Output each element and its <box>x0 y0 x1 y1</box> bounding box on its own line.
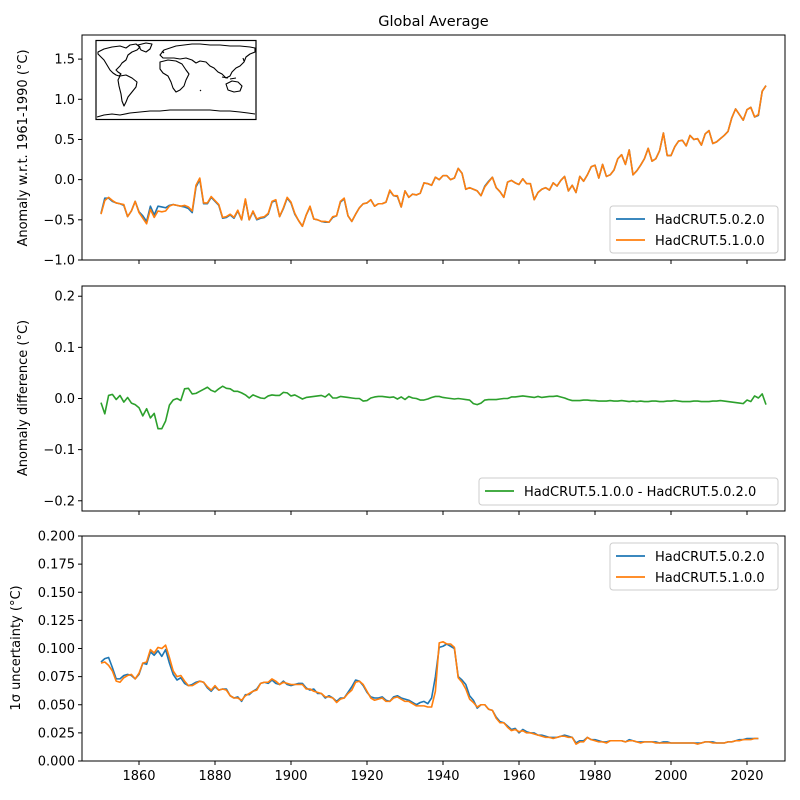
legend-label: HadCRUT.5.1.0.0 <box>655 571 765 586</box>
x-tick-label: 2020 <box>730 769 763 784</box>
panel-uncertainty: 1σ uncertainty (°C) 0.000 0.025 0.050 0.075… <box>9 530 786 785</box>
chart-title: Global Average <box>378 14 488 30</box>
x-tick-label: 2000 <box>654 769 687 784</box>
axes-frame <box>81 535 786 762</box>
x-tick-label: 1980 <box>578 769 611 784</box>
x-tick-label: 1900 <box>274 769 307 784</box>
legend: HadCRUT.5.1.0.0 - HadCRUT.5.0.2.0 <box>478 477 779 506</box>
panel-global-anomaly: Global Average Anomaly w.r.t. 1961-1990 … <box>16 14 786 269</box>
x-tick-label: 1940 <box>426 769 459 784</box>
legend-label: HadCRUT.5.1.0.0 - HadCRUT.5.0.2.0 <box>524 485 756 500</box>
series-layer <box>100 85 767 228</box>
x-tick-label: 1880 <box>198 769 231 784</box>
map-frame <box>95 39 257 121</box>
x-tick-label: 1920 <box>350 769 383 784</box>
legend: HadCRUT.5.0.2.0 HadCRUT.5.1.0.0 <box>609 542 779 591</box>
y-tick-label: 0.000 <box>38 755 75 770</box>
x-tick-label: 1960 <box>502 769 535 784</box>
legend-box <box>609 542 779 591</box>
coastline-icon <box>96 42 256 118</box>
y-tick-label: 0.0 <box>54 173 75 188</box>
y-tick-label: 0.075 <box>38 670 75 685</box>
world-map-inset <box>95 39 257 121</box>
y-tick-label: 0.5 <box>54 133 75 148</box>
y-tick-label: −1.0 <box>43 254 75 269</box>
y-tick-label: −0.1 <box>43 443 75 458</box>
y-tick-label: 0.100 <box>38 642 75 657</box>
x-tick-label: 1860 <box>122 769 155 784</box>
ticks-layer: 0.000 0.025 0.050 0.075 0.100 0.125 0.150 0.175… <box>38 530 764 785</box>
legend-box <box>609 205 779 254</box>
y-tick-label: 1.0 <box>54 93 75 108</box>
legend-label: HadCRUT.5.0.2.0 <box>655 213 765 228</box>
y-tick-label: −0.5 <box>43 213 75 228</box>
ticks-layer: −0.2 −0.1 0.0 0.1 0.2 <box>43 290 748 515</box>
y-tick-label: 0.200 <box>38 530 75 545</box>
series-line-hadcrut-5-1-0-0 <box>100 640 759 745</box>
series-line-hadcrut-5-1-0-0-hadcrut-5-0-2-0 <box>100 385 767 430</box>
y-tick-label: 0.125 <box>38 614 75 629</box>
y-tick-label: 0.175 <box>38 558 75 573</box>
legend: HadCRUT.5.0.2.0 HadCRUT.5.1.0.0 <box>609 205 779 254</box>
y-tick-label: −0.2 <box>43 494 75 509</box>
axes-frame <box>81 34 786 261</box>
y-axis-label: Anomaly difference (°C) <box>16 320 31 476</box>
y-tick-label: 0.1 <box>54 341 75 356</box>
axes-frame <box>81 285 786 512</box>
y-tick-label: 0.150 <box>38 586 75 601</box>
y-tick-label: 0.050 <box>38 698 75 713</box>
panel-anomaly-difference: Anomaly difference (°C) −0.2 −0.1 0.0 0.1 0.… <box>16 285 786 515</box>
y-tick-label: 0.2 <box>54 290 75 305</box>
series-line-hadcrut-5-1-0-0 <box>100 85 767 228</box>
y-tick-label: 0.0 <box>54 392 75 407</box>
legend-label: HadCRUT.5.1.0.0 <box>655 234 765 249</box>
y-axis-label: Anomaly w.r.t. 1961-1990 (°C) <box>16 49 31 246</box>
legend-box <box>478 477 779 506</box>
series-layer <box>100 385 767 430</box>
ticks-layer: −1.0 −0.5 0.0 0.5 1.0 1.5 <box>43 53 748 269</box>
y-axis-label: 1σ uncertainty (°C) <box>9 585 24 710</box>
legend-label: HadCRUT.5.0.2.0 <box>655 550 765 565</box>
series-layer <box>100 640 759 745</box>
y-tick-label: 1.5 <box>54 53 75 68</box>
y-tick-label: 0.025 <box>38 726 75 741</box>
